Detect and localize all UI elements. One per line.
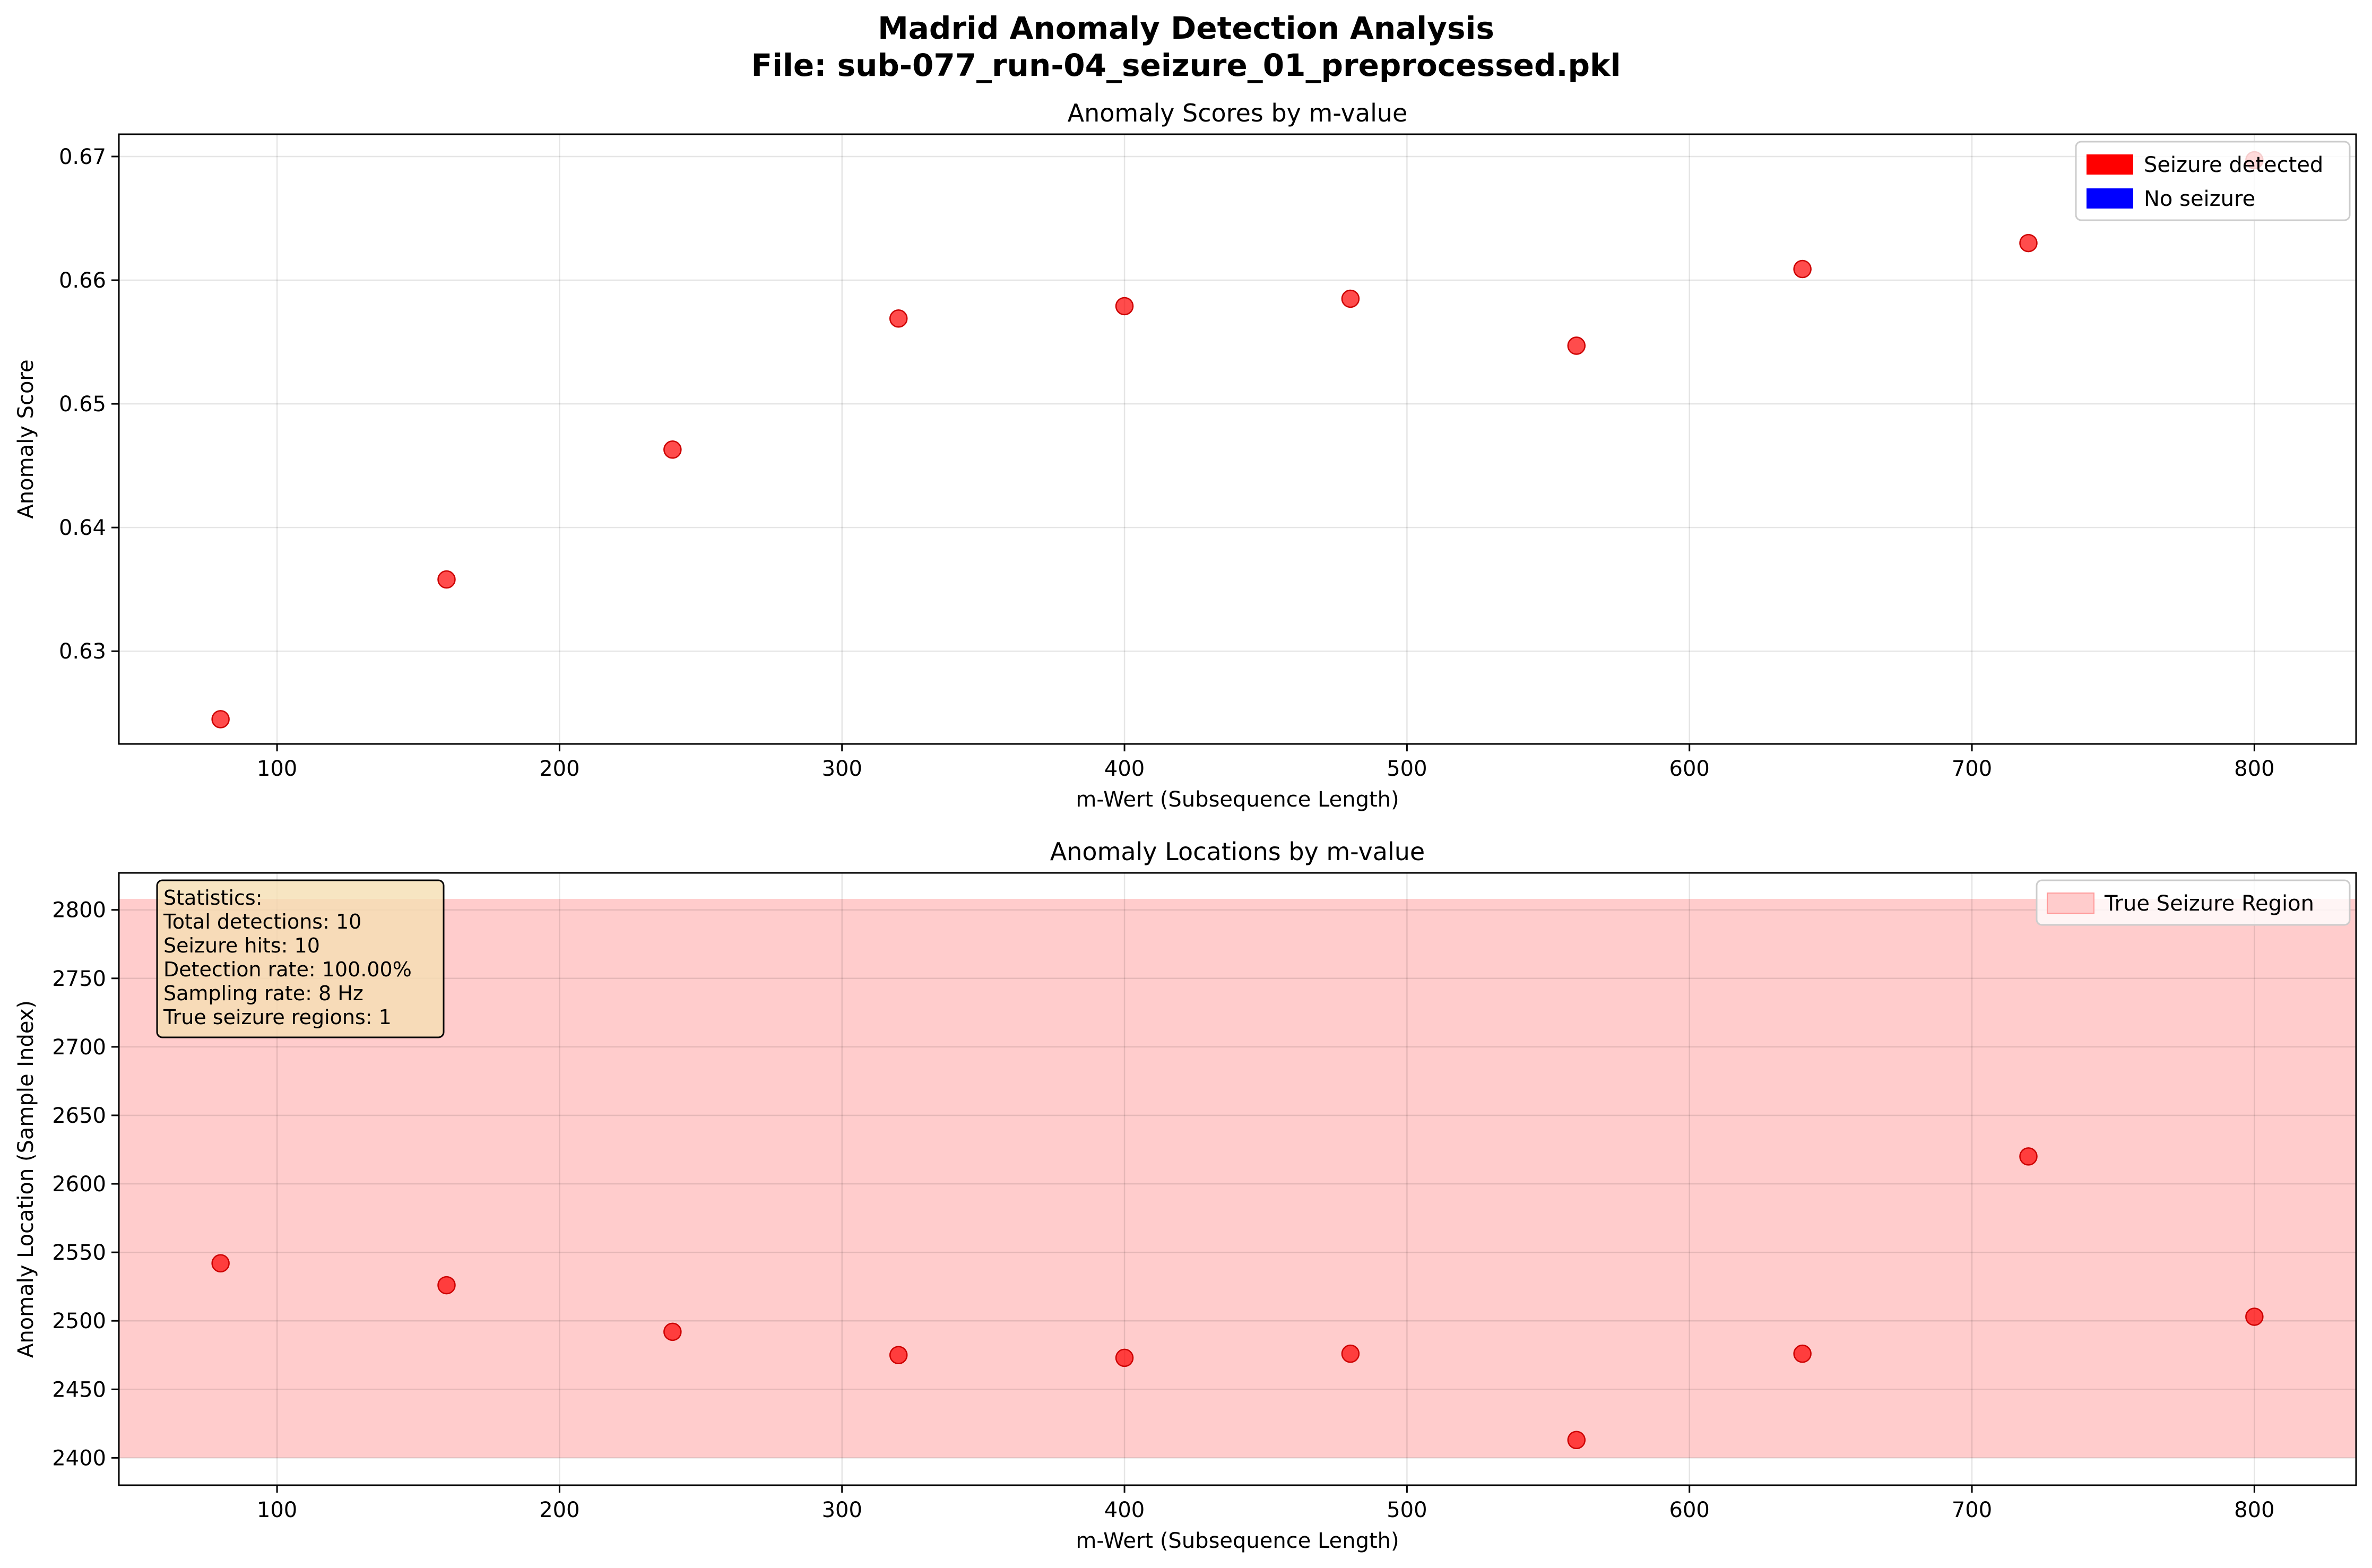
chart1-ylabel: Anomaly Score <box>14 359 38 518</box>
chart1-title: Anomaly Scores by m-value <box>1068 99 1408 127</box>
chart2-xtick-label-2: 300 <box>822 1498 862 1522</box>
chart1-point-7 <box>1793 259 1812 279</box>
chart2-legend-label-0: True Seizure Region <box>2104 891 2314 916</box>
chart2-ytick-label-5: 2650 <box>52 1104 106 1128</box>
chart1-legend-box <box>2075 141 2351 221</box>
chart2-point-0 <box>211 1254 230 1273</box>
chart2-stats-line-3: Detection rate: 100.00% <box>163 958 412 981</box>
chart2-stats-line-0: Statistics: <box>163 886 263 909</box>
chart1-point-3 <box>889 309 908 328</box>
chart1-xtick-label-1: 200 <box>539 757 579 781</box>
chart2-ytick-label-6: 2700 <box>52 1035 106 1060</box>
chart1-ytick-label-3: 0.66 <box>59 268 106 293</box>
figure-title: Madrid Anomaly Detection Analysis File: … <box>0 10 2372 84</box>
chart2-point-9 <box>2245 1307 2264 1326</box>
chart1-xtick-label-7: 800 <box>2234 757 2274 781</box>
chart1-xtick-label-4: 500 <box>1387 757 1427 781</box>
chart2-xtick-label-3: 400 <box>1104 1498 1145 1522</box>
chart2-ytick-label-3: 2550 <box>52 1241 106 1265</box>
chart2-stats-line-2: Seizure hits: 10 <box>163 934 320 957</box>
chart2-xtick-label-5: 600 <box>1669 1498 1710 1522</box>
chart1-legend-label-1: No seizure <box>2144 187 2255 211</box>
chart2-axes-frame <box>118 872 2357 1486</box>
chart2-ytick-label-4: 2600 <box>52 1172 106 1197</box>
chart1-point-8 <box>2019 233 2038 253</box>
chart2-xtick-label-0: 100 <box>257 1498 297 1522</box>
chart1-xtick-label-5: 600 <box>1669 757 1710 781</box>
chart2-legend-box <box>2036 879 2351 926</box>
chart2-stats-box <box>156 879 445 1038</box>
chart1-xtick-label-0: 100 <box>257 757 297 781</box>
chart1-axes-frame <box>118 133 2357 745</box>
chart2-stats-line-5: True seizure regions: 1 <box>163 1006 392 1029</box>
chart2-xlabel: m-Wert (Subsequence Length) <box>1076 1529 1399 1553</box>
chart2-xtick-label-1: 200 <box>539 1498 579 1522</box>
chart1-point-5 <box>1341 289 1360 308</box>
chart1-point-2 <box>663 440 682 459</box>
chart1-xtick-label-3: 400 <box>1104 757 1145 781</box>
chart2-xtick-label-7: 800 <box>2234 1498 2274 1522</box>
chart2-ytick-label-0: 2400 <box>52 1446 106 1470</box>
figure-title-line2: File: sub-077_run-04_seizure_01_preproce… <box>751 47 1621 83</box>
chart2-stats-line-1: Total detections: 10 <box>163 910 361 933</box>
chart2-ytick-label-1: 2450 <box>52 1378 106 1402</box>
chart2-point-7 <box>1793 1344 1812 1363</box>
chart1-point-6 <box>1567 336 1586 355</box>
chart1-ytick-label-0: 0.63 <box>59 639 106 664</box>
chart2-point-8 <box>2019 1147 2038 1166</box>
chart2-ylabel: Anomaly Location (Sample Index) <box>14 1000 38 1358</box>
chart2-ytick-label-8: 2800 <box>52 898 106 923</box>
chart2-point-4 <box>1115 1348 1134 1367</box>
chart2-seizure-region <box>119 899 2356 1458</box>
chart2-xtick-label-6: 700 <box>1952 1498 1992 1522</box>
chart2-legend-swatch-0 <box>2047 893 2094 914</box>
chart2-point-6 <box>1567 1431 1586 1450</box>
chart2-stats-line-4: Sampling rate: 8 Hz <box>163 982 363 1005</box>
chart2-point-5 <box>1341 1344 1360 1363</box>
chart1-legend-label-0: Seizure detected <box>2144 153 2323 177</box>
chart2-point-1 <box>437 1276 456 1295</box>
chart1-legend-swatch-1 <box>2087 188 2133 209</box>
chart1-ytick-label-1: 0.64 <box>59 516 106 540</box>
chart2-ytick-label-7: 2750 <box>52 967 106 991</box>
chart1-point-4 <box>1115 297 1134 316</box>
chart2-xtick-label-4: 500 <box>1387 1498 1427 1522</box>
chart2-point-2 <box>663 1322 682 1341</box>
chart1-ytick-label-4: 0.67 <box>59 145 106 169</box>
chart1-ytick-label-2: 0.65 <box>59 392 106 417</box>
chart1-legend-swatch-0 <box>2087 154 2133 175</box>
chart2-point-3 <box>889 1346 908 1364</box>
chart1-point-1 <box>437 570 456 589</box>
chart1-xtick-label-6: 700 <box>1952 757 1992 781</box>
chart1-point-0 <box>211 710 230 729</box>
chart1-xtick-label-2: 300 <box>822 757 862 781</box>
chart2-ytick-label-2: 2500 <box>52 1309 106 1333</box>
chart1-xlabel: m-Wert (Subsequence Length) <box>1076 787 1399 812</box>
figure-title-line1: Madrid Anomaly Detection Analysis <box>878 10 1494 46</box>
chart2-title: Anomaly Locations by m-value <box>1050 837 1425 866</box>
